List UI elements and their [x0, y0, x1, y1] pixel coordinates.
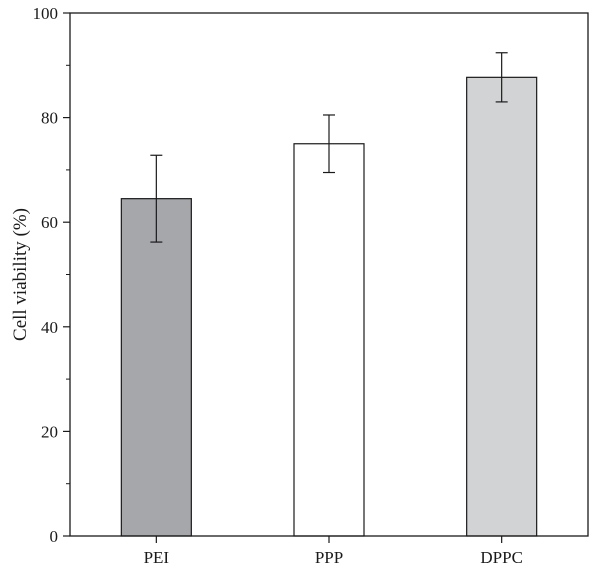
y-tick-label-60: 60 [41, 213, 58, 232]
y-tick-label-100: 100 [33, 4, 59, 23]
y-tick-label-40: 40 [41, 318, 58, 337]
bar-ppp [293, 143, 365, 537]
x-tick-label-pei: PEI [144, 548, 170, 567]
bar-pei [120, 198, 192, 537]
y-axis: 0 20 40 60 80 100 [33, 4, 70, 546]
y-tick-label-20: 20 [41, 422, 58, 441]
bar-dppc [466, 76, 538, 537]
y-tick-label-0: 0 [50, 527, 59, 546]
plot-frame [69, 12, 589, 537]
x-tick-label-ppp: PPP [315, 548, 343, 567]
y-tick-label-80: 80 [41, 109, 58, 128]
y-axis-title: Cell viability (%) [10, 208, 31, 341]
x-axis: PEI PPP DPPC [144, 536, 523, 567]
x-tick-label-dppc: DPPC [480, 548, 523, 567]
chart-marks [120, 52, 538, 537]
